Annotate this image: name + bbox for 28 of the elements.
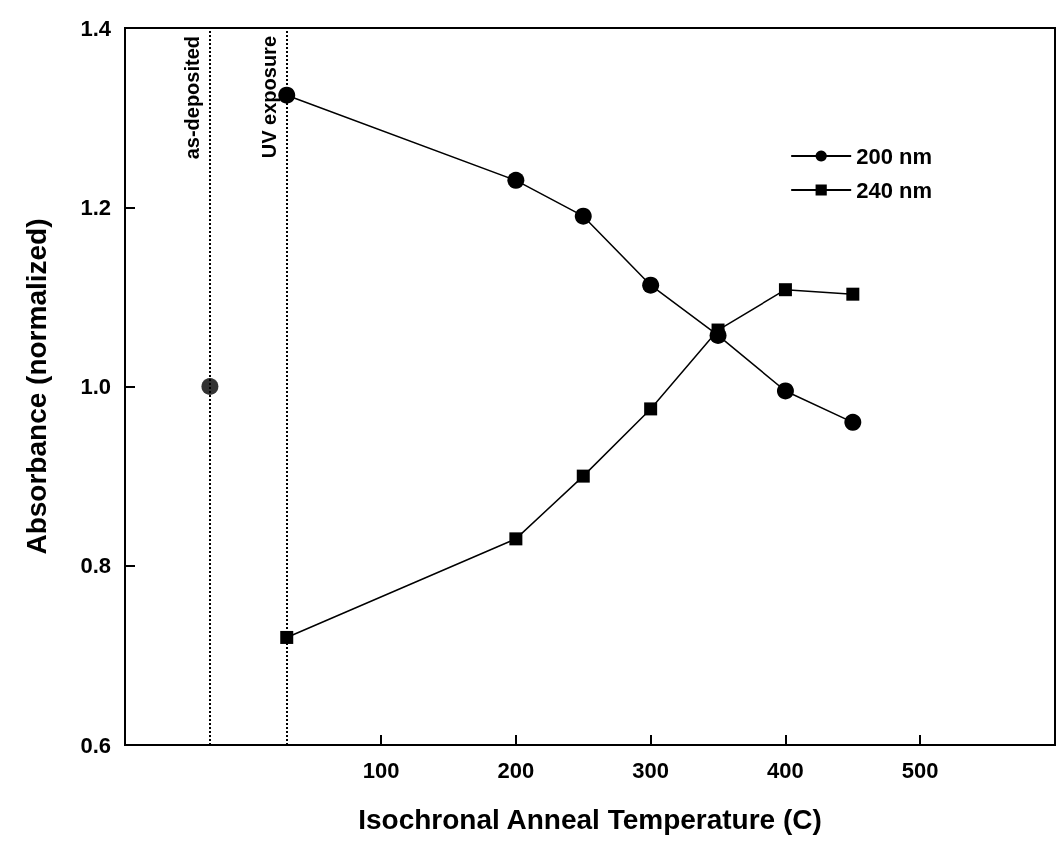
y-tick-label: 1.4 (80, 15, 112, 41)
y-tick-label: 1.2 (80, 194, 111, 220)
point (507, 171, 525, 189)
point (201, 378, 219, 395)
point (846, 287, 860, 301)
x-tick-label: 400 (767, 757, 804, 783)
point (776, 382, 794, 400)
legend-label: 200 nm (856, 143, 933, 169)
point (574, 207, 592, 225)
y-tick-label: 0.8 (80, 553, 111, 579)
x-tick-label: 100 (362, 757, 400, 783)
x-tick-label: 500 (901, 757, 939, 783)
point (844, 413, 862, 431)
point (509, 532, 523, 546)
ref-line-label: UV exposure (257, 36, 280, 159)
y-tick-label: 1.0 (80, 374, 111, 399)
ref-line-label: as-deposited (180, 36, 203, 160)
point (778, 283, 792, 297)
point (644, 402, 658, 416)
x-tick-label: 300 (632, 757, 670, 783)
legend-label: 240 nm (856, 177, 933, 203)
y-axis-title: Absorbance (normalized) (20, 218, 52, 555)
point (280, 630, 294, 644)
y-tick-label: 0.6 (80, 732, 111, 758)
x-axis-title: Isochronal Anneal Temperature (C) (358, 803, 822, 835)
x-tick-label: 200 (497, 757, 535, 783)
point (642, 276, 660, 294)
point (576, 469, 590, 483)
